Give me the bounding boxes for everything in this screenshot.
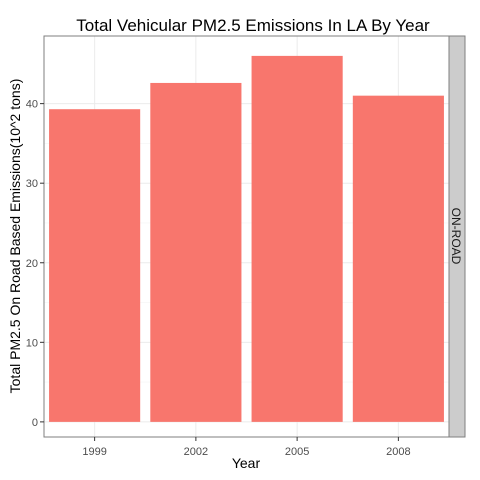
facet-strip-background [448, 35, 466, 438]
y-tick-label: 30 [26, 178, 38, 190]
bar [352, 95, 444, 422]
facet-strip: ON-ROAD [448, 35, 466, 438]
bars [49, 55, 444, 422]
x-tick-label: 2008 [386, 446, 410, 458]
x-tick-label: 1999 [82, 446, 106, 458]
y-tick-label: 40 [26, 99, 38, 111]
plot-panel [43, 35, 450, 438]
bar [49, 109, 141, 422]
facet-strip-label: ON-ROAD [449, 208, 463, 265]
x-axis-title: Year [232, 455, 261, 471]
x-tick-label: 2002 [184, 446, 208, 458]
bar [150, 82, 242, 422]
y-tick-label: 20 [26, 258, 38, 270]
y-axis-title: Total PM2.5 On Road Based Emissions(10^2… [7, 79, 23, 394]
chart-title: Total Vehicular PM2.5 Emissions In LA By… [76, 16, 430, 35]
x-axis: 1999 2002 2005 2008 [82, 437, 411, 458]
y-tick-label: 0 [32, 417, 38, 429]
bar [251, 55, 343, 422]
y-tick-label: 10 [26, 337, 38, 349]
y-axis: 0 10 20 30 40 [26, 99, 44, 429]
x-tick-label: 2005 [285, 446, 309, 458]
